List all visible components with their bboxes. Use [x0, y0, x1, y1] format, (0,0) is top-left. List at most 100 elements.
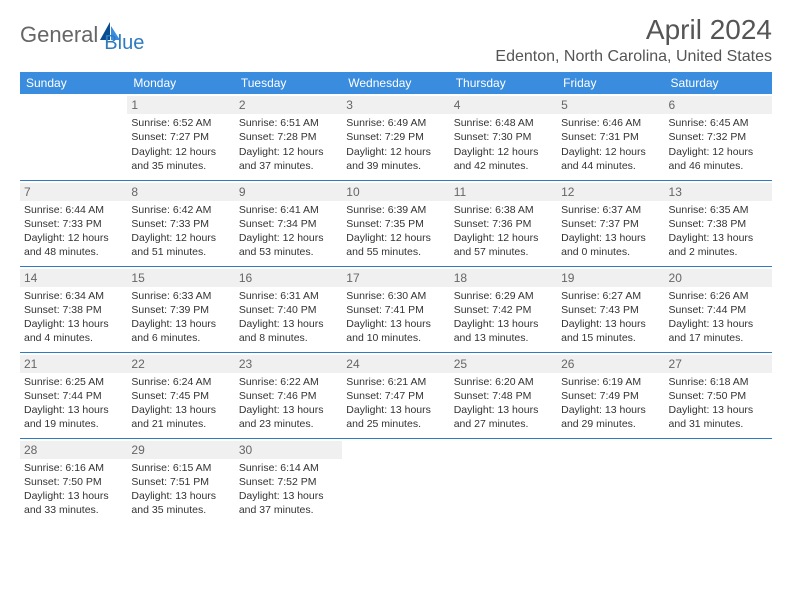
sunset-text: Sunset: 7:34 PM [239, 217, 338, 231]
calendar-cell: 22 Sunrise: 6:24 AMSunset: 7:45 PMDayligh… [127, 352, 234, 438]
day-number: 7 [20, 183, 127, 201]
day-header: Sunday [20, 72, 127, 94]
day-header: Friday [557, 72, 664, 94]
daylight-text: Daylight: 12 hours [239, 145, 338, 159]
daylight-text: Daylight: 13 hours [239, 403, 338, 417]
sunrise-text: Sunrise: 6:24 AM [131, 375, 230, 389]
sunrise-text: Sunrise: 6:52 AM [131, 116, 230, 130]
day-number: 2 [235, 96, 342, 114]
day-number: 25 [450, 355, 557, 373]
sunset-text: Sunset: 7:35 PM [346, 217, 445, 231]
sunset-text: Sunset: 7:36 PM [454, 217, 553, 231]
sunset-text: Sunset: 7:47 PM [346, 389, 445, 403]
daylight-text: Daylight: 13 hours [561, 403, 660, 417]
calendar-cell: 28Sunrise: 6:16 AMSunset: 7:50 PMDayligh… [20, 438, 127, 524]
daylight-text: and 31 minutes. [669, 417, 768, 431]
day-number: 21 [20, 355, 127, 373]
calendar-cell: 17Sunrise: 6:30 AMSunset: 7:41 PMDayligh… [342, 266, 449, 352]
day-number: 11 [450, 183, 557, 201]
sunset-text: Sunset: 7:32 PM [669, 130, 768, 144]
calendar-cell: 5Sunrise: 6:46 AMSunset: 7:31 PMDaylight… [557, 94, 664, 180]
sunset-text: Sunset: 7:45 PM [131, 389, 230, 403]
daylight-text: and 53 minutes. [239, 245, 338, 259]
sunset-text: Sunset: 7:31 PM [561, 130, 660, 144]
calendar-cell [342, 438, 449, 524]
sunset-text: Sunset: 7:28 PM [239, 130, 338, 144]
calendar-cell: 8Sunrise: 6:42 AMSunset: 7:33 PMDaylight… [127, 180, 234, 266]
daylight-text: Daylight: 12 hours [24, 231, 123, 245]
sunset-text: Sunset: 7:49 PM [561, 389, 660, 403]
calendar-cell: 19Sunrise: 6:27 AMSunset: 7:43 PMDayligh… [557, 266, 664, 352]
sunrise-text: Sunrise: 6:19 AM [561, 375, 660, 389]
sunset-text: Sunset: 7:46 PM [239, 389, 338, 403]
daylight-text: and 48 minutes. [24, 245, 123, 259]
calendar-cell: 18Sunrise: 6:29 AMSunset: 7:42 PMDayligh… [450, 266, 557, 352]
daylight-text: Daylight: 13 hours [454, 317, 553, 331]
sunrise-text: Sunrise: 6:27 AM [561, 289, 660, 303]
daylight-text: and 46 minutes. [669, 159, 768, 173]
location: Edenton, North Carolina, United States [495, 48, 772, 66]
sunset-text: Sunset: 7:40 PM [239, 303, 338, 317]
daylight-text: and 21 minutes. [131, 417, 230, 431]
sunrise-text: Sunrise: 6:38 AM [454, 203, 553, 217]
calendar-cell: 7Sunrise: 6:44 AMSunset: 7:33 PMDaylight… [20, 180, 127, 266]
sunrise-text: Sunrise: 6:21 AM [346, 375, 445, 389]
sunset-text: Sunset: 7:48 PM [454, 389, 553, 403]
day-number: 5 [557, 96, 664, 114]
day-number: 1 [127, 96, 234, 114]
day-number: 9 [235, 183, 342, 201]
calendar-cell: 3Sunrise: 6:49 AMSunset: 7:29 PMDaylight… [342, 94, 449, 180]
sunrise-text: Sunrise: 6:35 AM [669, 203, 768, 217]
daylight-text: Daylight: 13 hours [239, 317, 338, 331]
day-header: Thursday [450, 72, 557, 94]
sunrise-text: Sunrise: 6:30 AM [346, 289, 445, 303]
calendar-cell: 13Sunrise: 6:35 AMSunset: 7:38 PMDayligh… [665, 180, 772, 266]
day-number: 10 [342, 183, 449, 201]
calendar-cell: 27 Sunrise: 6:18 AMSunset: 7:50 PMDayligh… [665, 352, 772, 438]
daylight-text: and 39 minutes. [346, 159, 445, 173]
daylight-text: and 37 minutes. [239, 503, 338, 517]
daylight-text: and 55 minutes. [346, 245, 445, 259]
daylight-text: and 44 minutes. [561, 159, 660, 173]
daylight-text: Daylight: 12 hours [454, 145, 553, 159]
sunrise-text: Sunrise: 6:49 AM [346, 116, 445, 130]
daylight-text: Daylight: 13 hours [454, 403, 553, 417]
sunrise-text: Sunrise: 6:14 AM [239, 461, 338, 475]
daylight-text: Daylight: 13 hours [346, 403, 445, 417]
calendar-cell: 23Sunrise: 6:22 AMSunset: 7:46 PMDayligh… [235, 352, 342, 438]
sunset-text: Sunset: 7:30 PM [454, 130, 553, 144]
day-number: 4 [450, 96, 557, 114]
day-number: 22 [127, 355, 234, 373]
daylight-text: Daylight: 13 hours [131, 403, 230, 417]
daylight-text: Daylight: 13 hours [346, 317, 445, 331]
day-number: 27 [665, 355, 772, 373]
sunset-text: Sunset: 7:37 PM [561, 217, 660, 231]
calendar-table: Sunday Monday Tuesday Wednesday Thursday… [20, 72, 772, 524]
daylight-text: Daylight: 12 hours [454, 231, 553, 245]
day-number: 20 [665, 269, 772, 287]
daylight-text: Daylight: 12 hours [561, 145, 660, 159]
sunrise-text: Sunrise: 6:18 AM [669, 375, 768, 389]
daylight-text: and 6 minutes. [131, 331, 230, 345]
daylight-text: Daylight: 12 hours [239, 231, 338, 245]
sunset-text: Sunset: 7:44 PM [24, 389, 123, 403]
daylight-text: and 35 minutes. [131, 159, 230, 173]
calendar-cell: 11 Sunrise: 6:38 AMSunset: 7:36 PMDayligh… [450, 180, 557, 266]
daylight-text: and 33 minutes. [24, 503, 123, 517]
daylight-text: Daylight: 12 hours [346, 231, 445, 245]
daylight-text: and 19 minutes. [24, 417, 123, 431]
daylight-text: Daylight: 13 hours [131, 317, 230, 331]
calendar-cell: 12Sunrise: 6:37 AMSunset: 7:37 PMDayligh… [557, 180, 664, 266]
daylight-text: Daylight: 13 hours [131, 489, 230, 503]
daylight-text: Daylight: 13 hours [669, 403, 768, 417]
day-number: 29 [127, 441, 234, 459]
daylight-text: and 10 minutes. [346, 331, 445, 345]
day-number: 16 [235, 269, 342, 287]
calendar-week-row: 28Sunrise: 6:16 AMSunset: 7:50 PMDayligh… [20, 438, 772, 524]
sunset-text: Sunset: 7:50 PM [669, 389, 768, 403]
calendar-cell [665, 438, 772, 524]
calendar-cell [450, 438, 557, 524]
daylight-text: Daylight: 13 hours [239, 489, 338, 503]
day-header: Tuesday [235, 72, 342, 94]
calendar-cell: 30Sunrise: 6:14 AMSunset: 7:52 PMDayligh… [235, 438, 342, 524]
